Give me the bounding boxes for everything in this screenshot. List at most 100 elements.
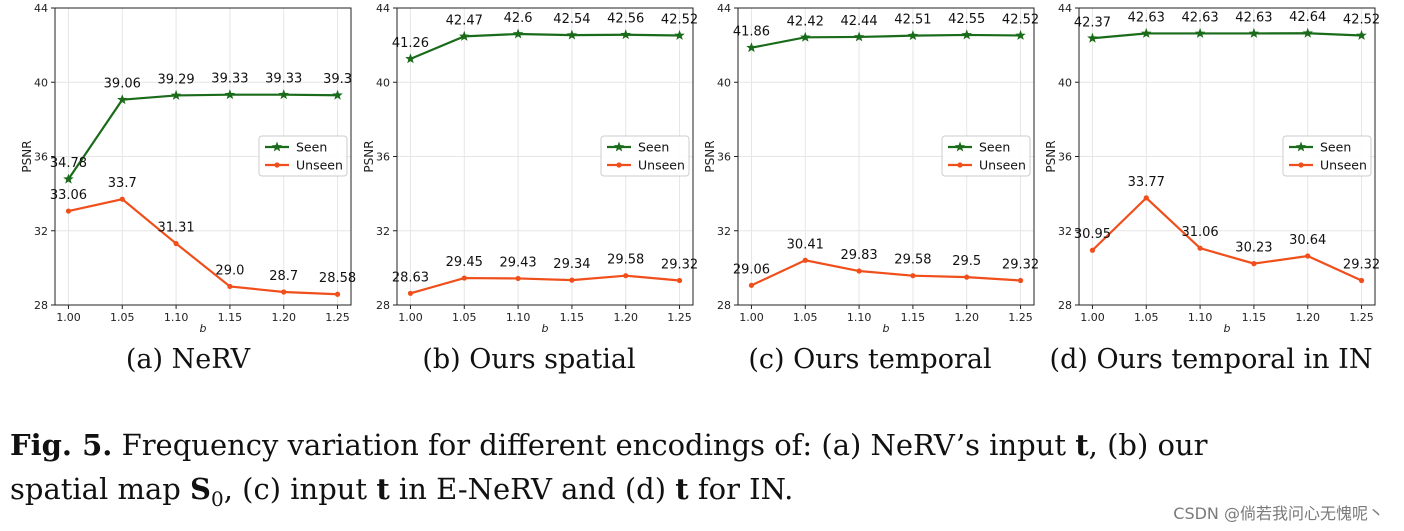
data-point-seen xyxy=(63,173,74,184)
legend-marker-unseen xyxy=(616,162,622,168)
x-tick-label: 1.05 xyxy=(452,311,477,324)
legend-label-seen: Seen xyxy=(1320,140,1351,155)
y-axis-label: PSNR xyxy=(703,140,717,172)
x-tick-label: 1.00 xyxy=(56,311,81,324)
y-tick-label: 32 xyxy=(34,225,48,238)
caption-t: t xyxy=(675,472,689,506)
data-label-seen: 42.52 xyxy=(1343,12,1380,27)
data-label-seen: 42.51 xyxy=(894,13,931,28)
caption-text: spatial map xyxy=(10,472,191,506)
data-point-unseen xyxy=(1143,195,1149,201)
data-label-unseen: 29.32 xyxy=(1002,257,1039,272)
chart-panel-2: 28 32 36 40 44 1.00 1.05 1.10 1.15 1.20 1.25 b PSNR 4… xyxy=(362,2,698,375)
y-axis-label: PSNR xyxy=(362,140,376,172)
data-label-seen: 34.78 xyxy=(50,156,87,171)
data-label-unseen: 33.77 xyxy=(1128,175,1165,190)
data-point-seen xyxy=(332,89,343,100)
caption-line-1: Fig. 5. Frequency variation for differen… xyxy=(10,423,1394,467)
caption-text: , (b) our xyxy=(1088,428,1208,462)
data-point-unseen xyxy=(676,277,683,284)
chart-panel-4: 28 32 36 40 44 1.00 1.05 1.10 1.15 1.20 1.25 b PSNR 4… xyxy=(1044,2,1380,375)
x-tick-label: 1.05 xyxy=(793,311,818,324)
data-point-seen xyxy=(1248,27,1260,38)
data-label-unseen: 28.58 xyxy=(319,271,356,286)
data-label-seen: 39.29 xyxy=(157,72,194,87)
legend-marker-unseen xyxy=(274,162,280,168)
data-label-unseen: 29.34 xyxy=(553,257,590,272)
x-axis-label: b xyxy=(542,322,549,335)
data-label-unseen: 29.43 xyxy=(499,255,536,270)
data-point-seen xyxy=(1356,29,1367,40)
x-tick-label: 1.20 xyxy=(1295,311,1320,324)
series-line-seen xyxy=(751,33,1021,49)
data-point-unseen xyxy=(1017,277,1024,284)
x-tick-label: 1.10 xyxy=(1188,311,1213,324)
data-point-unseen xyxy=(65,208,72,214)
x-tick-label: 1.15 xyxy=(560,311,585,324)
legend-marker-seen xyxy=(954,141,966,152)
data-label-unseen: 29.5 xyxy=(952,254,981,269)
series-line-unseen xyxy=(68,198,338,296)
caption-subscript: 0 xyxy=(210,486,224,511)
data-label-seen: 42.54 xyxy=(553,12,590,27)
y-tick-label: 28 xyxy=(717,299,731,312)
y-tick-label: 28 xyxy=(1058,299,1072,312)
data-label-seen: 41.86 xyxy=(733,25,770,40)
data-label-seen: 42.52 xyxy=(1002,12,1039,27)
y-tick-label: 36 xyxy=(1058,151,1072,164)
y-tick-label: 36 xyxy=(34,151,48,164)
caption-line-2: spatial map S0, (c) input t in E-NeRV an… xyxy=(10,467,1394,521)
data-label-unseen: 29.83 xyxy=(840,248,877,263)
data-point-unseen xyxy=(856,268,862,274)
y-axis-label: PSNR xyxy=(1044,140,1058,172)
data-point-seen xyxy=(1087,32,1098,43)
data-point-unseen xyxy=(623,273,629,279)
caption-text: , (c) input xyxy=(223,472,377,506)
data-point-seen xyxy=(853,31,865,42)
legend-marker-unseen xyxy=(1298,162,1304,168)
caption-t: t xyxy=(376,472,390,506)
y-tick-label: 44 xyxy=(34,2,48,15)
data-label-unseen: 29.58 xyxy=(607,253,644,268)
data-point-unseen xyxy=(964,274,970,280)
x-tick-label: 1.00 xyxy=(1080,311,1105,324)
x-axis-label: b xyxy=(883,322,890,335)
data-point-seen xyxy=(620,29,631,40)
data-label-unseen: 29.0 xyxy=(215,263,244,278)
data-label-seen: 42.64 xyxy=(1289,10,1326,25)
legend-label-seen: Seen xyxy=(979,140,1010,155)
data-point-unseen xyxy=(748,282,755,288)
y-tick-label: 40 xyxy=(717,76,731,89)
data-label-seen: 42.63 xyxy=(1128,10,1165,25)
data-point-seen xyxy=(1015,29,1026,40)
data-label-seen: 42.42 xyxy=(787,14,824,29)
data-label-seen: 42.52 xyxy=(661,12,698,27)
y-tick-label: 44 xyxy=(376,2,390,15)
data-point-unseen xyxy=(334,291,341,297)
caption-text: for IN. xyxy=(688,472,794,506)
data-point-unseen xyxy=(1197,245,1203,251)
x-tick-label: 1.20 xyxy=(954,311,979,324)
data-point-seen xyxy=(405,53,416,64)
data-point-seen xyxy=(278,89,289,100)
legend-label-seen: Seen xyxy=(296,140,327,155)
data-point-unseen xyxy=(802,257,808,263)
legend-label-unseen: Unseen xyxy=(638,158,685,173)
data-point-unseen xyxy=(1089,247,1096,253)
y-tick-label: 36 xyxy=(717,151,731,164)
data-point-unseen xyxy=(407,290,414,296)
data-point-seen xyxy=(170,89,182,100)
data-point-unseen xyxy=(1305,253,1311,259)
x-tick-label: 1.10 xyxy=(847,311,872,324)
data-point-unseen xyxy=(1251,261,1257,267)
x-tick-label: 1.20 xyxy=(613,311,638,324)
data-label-seen: 42.56 xyxy=(607,12,644,27)
data-point-seen xyxy=(512,28,524,39)
caption-fig-label: Fig. 5. xyxy=(10,428,113,462)
data-point-seen xyxy=(907,30,919,41)
data-point-seen xyxy=(1302,27,1313,38)
data-label-seen: 39.06 xyxy=(104,77,141,92)
data-point-seen xyxy=(224,89,236,100)
y-tick-label: 44 xyxy=(717,2,731,15)
data-point-unseen xyxy=(173,240,179,247)
